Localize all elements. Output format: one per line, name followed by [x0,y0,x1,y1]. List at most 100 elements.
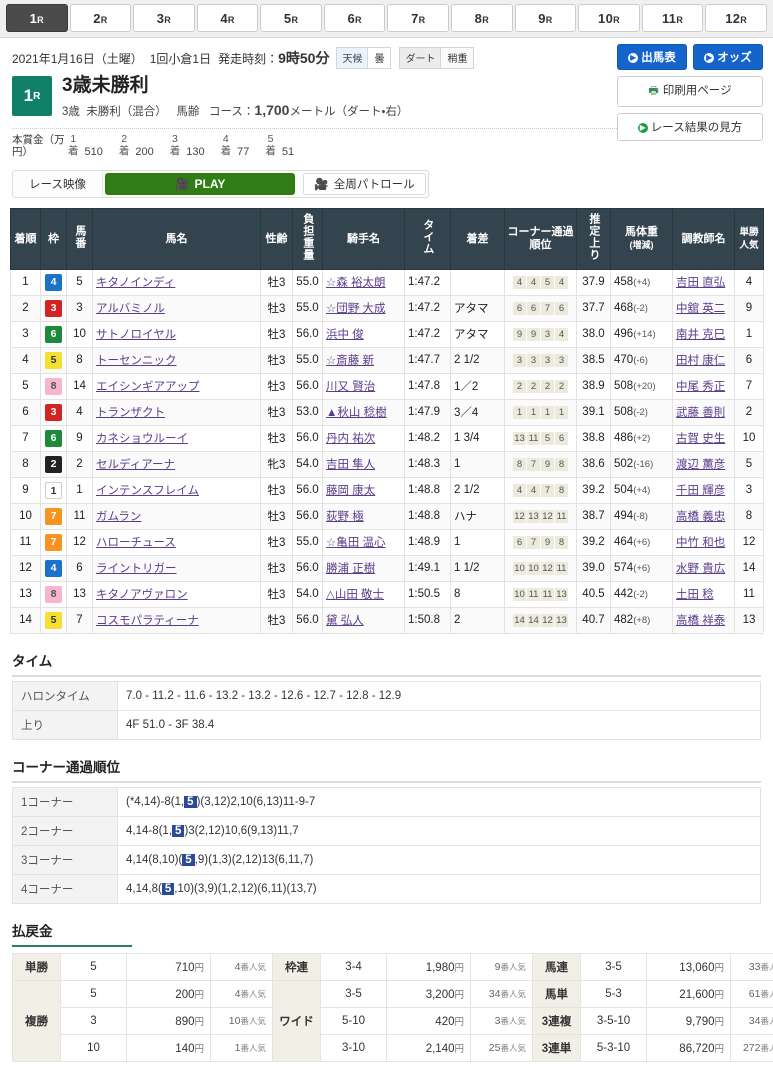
cell-trainer[interactable]: 土田 稔 [673,581,735,607]
cell-trainer[interactable]: 水野 貴広 [673,555,735,581]
cell-jockey[interactable]: ☆亀田 温心 [323,529,405,555]
cell-trainer[interactable]: 高橋 義忠 [673,503,735,529]
horse-name-link[interactable]: コスモパラティーナ [96,615,199,627]
cell-horse-name[interactable]: エイシンギアアップ [93,373,261,399]
entries-button[interactable]: ▶出馬表 [617,44,687,70]
cell-trainer[interactable]: 中舘 英二 [673,295,735,321]
cell-trainer[interactable]: 千田 輝彦 [673,477,735,503]
cell-horse-name[interactable]: キタノインディ [93,269,261,295]
cell-jockey[interactable]: ▲秋山 稔樹 [323,399,405,425]
cell-horse-name[interactable]: コスモパラティーナ [93,607,261,633]
horse-name-link[interactable]: トーセンニック [96,355,177,367]
trainer-name-link[interactable]: 吉田 直弘 [676,277,725,289]
horse-name-link[interactable]: トランザクト [96,407,165,419]
trainer-name-link[interactable]: 田村 康仁 [676,355,725,367]
jockey-name-link[interactable]: △山田 敬士 [326,589,384,601]
play-button[interactable]: 🎥PLAY [105,173,295,195]
cell-trainer[interactable]: 吉田 直弘 [673,269,735,295]
trainer-name-link[interactable]: 土田 稔 [676,589,714,601]
cell-horse-name[interactable]: トランザクト [93,399,261,425]
cell-horse-name[interactable]: セルディアーナ [93,451,261,477]
trainer-name-link[interactable]: 古賀 史生 [676,433,725,445]
horse-name-link[interactable]: カネショウルーイ [96,433,188,445]
cell-trainer[interactable]: 渡辺 薫彦 [673,451,735,477]
jockey-name-link[interactable]: 川又 賢治 [326,381,375,393]
horse-name-link[interactable]: ライントリガー [96,563,177,575]
cell-jockey[interactable]: ☆斎藤 新 [323,347,405,373]
trainer-name-link[interactable]: 高橋 義忠 [676,511,725,523]
horse-name-link[interactable]: キタノインディ [96,277,175,289]
print-page-button[interactable]: 🖶印刷用ページ [617,76,763,107]
how-to-read-button[interactable]: ▶レース結果の見方 [617,113,763,141]
race-tab-7[interactable]: 7R [387,4,449,32]
cell-horse-name[interactable]: トーセンニック [93,347,261,373]
race-tab-5[interactable]: 5R [260,4,322,32]
horse-name-link[interactable]: インテンスフレイム [96,485,199,497]
cell-jockey[interactable]: 丹内 祐次 [323,425,405,451]
cell-jockey[interactable]: ☆団野 大成 [323,295,405,321]
cell-horse-name[interactable]: アルバミノル [93,295,261,321]
cell-jockey[interactable]: 川又 賢治 [323,373,405,399]
jockey-name-link[interactable]: ☆団野 大成 [326,303,386,315]
cell-trainer[interactable]: 田村 康仁 [673,347,735,373]
cell-horse-name[interactable]: ガムラン [93,503,261,529]
race-tab-12[interactable]: 12R [705,4,767,32]
cell-trainer[interactable]: 中竹 和也 [673,529,735,555]
race-tab-10[interactable]: 10R [578,4,640,32]
jockey-name-link[interactable]: ▲秋山 稔樹 [326,407,387,419]
race-tab-2[interactable]: 2R [70,4,132,32]
odds-button[interactable]: ▶オッズ [693,44,763,70]
trainer-name-link[interactable]: 中竹 和也 [676,537,725,549]
cell-trainer[interactable]: 中尾 秀正 [673,373,735,399]
race-tab-3[interactable]: 3R [133,4,195,32]
race-tab-6[interactable]: 6R [324,4,386,32]
jockey-name-link[interactable]: 黛 弘人 [326,615,364,627]
trainer-name-link[interactable]: 武藤 善則 [676,407,725,419]
cell-trainer[interactable]: 古賀 史生 [673,425,735,451]
jockey-name-link[interactable]: ☆森 裕太朗 [326,277,386,289]
race-tab-4[interactable]: 4R [197,4,259,32]
cell-horse-name[interactable]: ライントリガー [93,555,261,581]
race-tab-8[interactable]: 8R [451,4,513,32]
patrol-video-button[interactable]: 🎥全周パトロール [303,173,426,195]
cell-jockey[interactable]: 藤岡 康太 [323,477,405,503]
cell-jockey[interactable]: 黛 弘人 [323,607,405,633]
horse-name-link[interactable]: セルディアーナ [96,459,175,471]
jockey-name-link[interactable]: 荻野 極 [326,511,364,523]
cell-jockey[interactable]: 浜中 俊 [323,321,405,347]
cell-horse-name[interactable]: インテンスフレイム [93,477,261,503]
cell-horse-name[interactable]: サトノロイヤル [93,321,261,347]
horse-name-link[interactable]: エイシンギアアップ [96,381,200,393]
trainer-name-link[interactable]: 南井 克巳 [676,329,725,341]
trainer-name-link[interactable]: 渡辺 薫彦 [676,459,725,471]
jockey-name-link[interactable]: 浜中 俊 [326,329,364,341]
trainer-name-link[interactable]: 中尾 秀正 [676,381,725,393]
jockey-name-link[interactable]: 藤岡 康太 [326,485,375,497]
cell-trainer[interactable]: 高橋 祥泰 [673,607,735,633]
cell-jockey[interactable]: ☆森 裕太朗 [323,269,405,295]
jockey-name-link[interactable]: 丹内 祐次 [326,433,375,445]
cell-horse-name[interactable]: ハローチュース [93,529,261,555]
trainer-name-link[interactable]: 高橋 祥泰 [676,615,725,627]
cell-jockey[interactable]: △山田 敬士 [323,581,405,607]
cell-horse-name[interactable]: キタノアヴァロン [93,581,261,607]
race-tab-11[interactable]: 11R [642,4,704,32]
cell-jockey[interactable]: 勝浦 正樹 [323,555,405,581]
horse-name-link[interactable]: ハローチュース [96,537,176,549]
horse-name-link[interactable]: サトノロイヤル [96,329,176,341]
race-tab-9[interactable]: 9R [515,4,577,32]
jockey-name-link[interactable]: ☆斎藤 新 [326,355,374,367]
jockey-name-link[interactable]: 吉田 隼人 [326,459,375,471]
horse-name-link[interactable]: ガムラン [96,511,141,523]
cell-horse-name[interactable]: カネショウルーイ [93,425,261,451]
race-tab-1[interactable]: 1R [6,4,68,32]
jockey-name-link[interactable]: 勝浦 正樹 [326,563,375,575]
cell-trainer[interactable]: 南井 克巳 [673,321,735,347]
trainer-name-link[interactable]: 水野 貴広 [676,563,725,575]
cell-jockey[interactable]: 荻野 極 [323,503,405,529]
cell-jockey[interactable]: 吉田 隼人 [323,451,405,477]
horse-name-link[interactable]: アルバミノル [96,303,165,315]
horse-name-link[interactable]: キタノアヴァロン [96,589,188,601]
trainer-name-link[interactable]: 中舘 英二 [676,303,725,315]
jockey-name-link[interactable]: ☆亀田 温心 [326,537,386,549]
